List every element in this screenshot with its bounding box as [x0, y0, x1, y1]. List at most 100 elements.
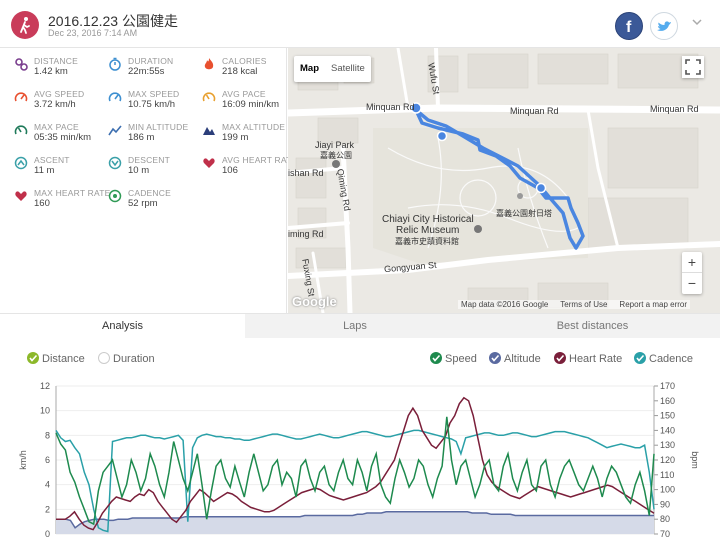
map-canvas[interactable] — [288, 48, 720, 313]
pace-icon — [14, 125, 28, 135]
report-map-error-link[interactable]: Report a map error — [619, 300, 688, 309]
check-icon — [554, 352, 566, 364]
distance-icon — [15, 58, 28, 71]
poi-icon — [474, 225, 482, 233]
check-icon — [430, 352, 442, 364]
duration-toggle-label: Duration — [113, 353, 155, 365]
duration-toggle[interactable]: Duration — [98, 352, 155, 365]
flame-icon — [204, 58, 214, 70]
stat-value: 16:09 min/km — [222, 99, 280, 110]
map-label-museum-zh: 嘉義市史蹟資料館 — [395, 237, 459, 246]
speedometer-icon — [108, 92, 122, 102]
speed-line — [55, 416, 655, 526]
map-label-ming: iming Rd — [288, 229, 324, 239]
activity-date: Dec 23, 2016 7:14 AM — [48, 28, 138, 38]
zoom-out-button[interactable]: − — [687, 275, 697, 291]
stat-label: MAX PACE — [34, 122, 79, 132]
stat-value: 11 m — [34, 165, 55, 176]
descent-icon — [108, 156, 122, 170]
y2-tick-label: 110 — [660, 470, 674, 480]
map-label-museum: Relic Museum — [396, 225, 460, 236]
tab-analysis[interactable]: Analysis — [0, 314, 245, 339]
y2-tick-label: 90 — [660, 499, 670, 509]
distance-toggle[interactable]: Distance — [27, 352, 85, 365]
heart-rate-toggle[interactable]: Heart Rate — [554, 352, 622, 365]
tab-laps[interactable]: Laps — [343, 320, 367, 332]
y2-tick-label: 120 — [660, 455, 675, 465]
y2-tick-label: 70 — [660, 529, 670, 539]
stat-label: CADENCE — [128, 188, 171, 198]
stat-label: MAX SPEED — [128, 89, 180, 99]
analysis-chart: Distance Duration Speed Altitude Heart R… — [0, 338, 720, 544]
stat-value: 22m:55s — [128, 66, 165, 77]
radio-icon — [98, 352, 110, 364]
distance-toggle-label: Distance — [42, 353, 85, 365]
map-label-jiayi-park: Jiayi Park — [315, 140, 355, 150]
stat-label: DISTANCE — [34, 56, 78, 66]
stat-label: DESCENT — [128, 155, 171, 165]
route-map[interactable]: Minquan Rd Minquan Rd Minquan Rd Wufu St… — [288, 48, 720, 313]
terms-of-use-link[interactable]: Terms of Use — [560, 300, 608, 309]
y2-tick-label: 140 — [660, 425, 675, 435]
heart-icon — [15, 191, 27, 201]
ascent-icon — [14, 156, 28, 170]
speed-toggle[interactable]: Speed — [430, 352, 477, 365]
stat-value: 218 kcal — [222, 66, 258, 77]
altitude-toggle[interactable]: Altitude — [489, 352, 541, 365]
facebook-share-button[interactable]: f — [615, 12, 643, 40]
stat-value: 160 — [34, 198, 50, 209]
check-icon — [27, 352, 39, 364]
y-axis-label: km/h — [18, 450, 28, 470]
heart-icon — [203, 158, 215, 168]
map-label-jiayi-park-zh: 嘉義公園 — [320, 151, 352, 160]
stopwatch-icon — [109, 57, 121, 71]
fullscreen-icon — [685, 59, 701, 75]
map-attribution: Map data ©2016 Google Terms of Use Repor… — [458, 300, 691, 309]
y2-tick-label: 150 — [660, 411, 675, 421]
facebook-icon: f — [626, 19, 632, 36]
twitter-share-button[interactable] — [650, 12, 678, 40]
y-tick-label: 8 — [45, 430, 50, 440]
poi-icon — [517, 193, 523, 199]
stat-value: 186 m — [128, 132, 155, 143]
y-tick-label: 6 — [45, 455, 50, 465]
cadence-toggle[interactable]: Cadence — [634, 352, 693, 365]
twitter-icon — [657, 21, 671, 31]
map-label-park-tower: 嘉義公園射日塔 — [496, 209, 552, 218]
stat-value: 10.75 km/h — [128, 99, 175, 110]
map-view-button[interactable]: Map — [300, 63, 319, 74]
stat-value: 106 — [222, 165, 238, 176]
y-tick-label: 0 — [45, 529, 50, 539]
satellite-view-button[interactable]: Satellite — [331, 63, 365, 74]
stat-value: 05:35 min/km — [34, 132, 92, 143]
map-data-credit: Map data ©2016 Google — [461, 300, 549, 309]
check-icon — [634, 352, 646, 364]
tab-best-distances[interactable]: Best distances — [556, 320, 629, 332]
walking-icon — [11, 11, 39, 39]
trend-icon — [108, 125, 122, 136]
poi-icon — [332, 160, 340, 168]
stat-value: 52 rpm — [128, 198, 158, 209]
y2-tick-label: 170 — [660, 381, 675, 391]
route-marker — [535, 182, 547, 194]
mountain-icon — [203, 127, 215, 135]
speed-toggle-label: Speed — [445, 353, 477, 365]
activity-title: 2016.12.23 公園健走 — [48, 13, 178, 29]
zoom-in-button[interactable]: + — [682, 252, 702, 273]
altitude-toggle-label: Altitude — [504, 353, 541, 365]
line-chart[interactable]: 0 2 4 6 8 10 12 70 80 90 100 110 120 130 140 150 160 170 k… — [0, 374, 720, 544]
fullscreen-button[interactable] — [682, 56, 704, 78]
y-tick-label: 10 — [40, 406, 50, 416]
stat-label: AVG PACE — [222, 89, 266, 99]
stat-label: MAX ALTITUDE — [222, 122, 286, 132]
heart-rate-toggle-label: Heart Rate — [569, 353, 623, 365]
chevron-down-icon[interactable] — [691, 15, 703, 31]
speedometer-icon — [14, 92, 28, 102]
map-label-shan: ishan Rd — [288, 168, 324, 178]
cadence-line — [55, 429, 655, 533]
stat-label: AVG SPEED — [34, 89, 85, 99]
route-start-marker — [410, 102, 422, 114]
map-label-minquan: Minquan Rd — [650, 104, 699, 114]
map-type-toggle: Map Satellite — [294, 56, 371, 82]
stat-label: AVG HEART RAT — [222, 155, 292, 165]
